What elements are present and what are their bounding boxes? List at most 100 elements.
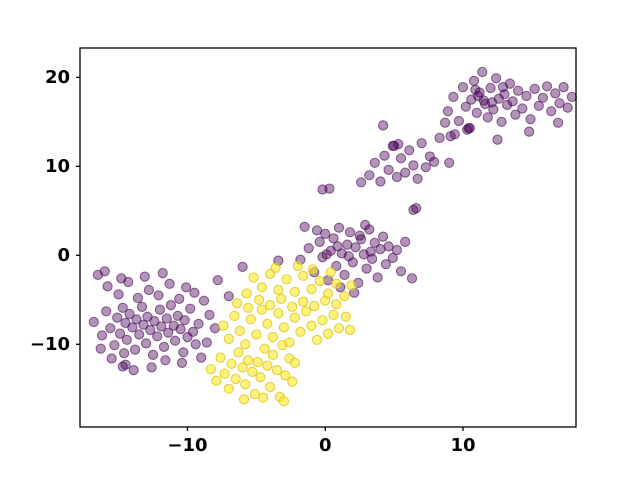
data-point	[233, 347, 244, 358]
data-point	[153, 290, 164, 301]
data-point	[314, 236, 325, 247]
data-point	[558, 82, 569, 93]
data-point	[281, 274, 292, 285]
data-point	[525, 114, 536, 125]
data-point	[324, 183, 335, 194]
data-point	[164, 278, 175, 289]
data-point	[471, 107, 482, 119]
data-point	[204, 309, 215, 320]
data-point	[154, 304, 165, 315]
data-point	[262, 318, 273, 329]
data-point	[273, 308, 284, 319]
data-point	[128, 365, 139, 376]
data-point	[237, 362, 248, 373]
data-point	[273, 284, 284, 296]
data-point	[101, 306, 112, 317]
data-point	[361, 263, 372, 274]
data-point	[478, 95, 489, 106]
plot-border	[79, 47, 577, 428]
data-point	[117, 302, 128, 313]
data-point	[346, 280, 357, 291]
data-point	[262, 360, 273, 371]
data-point	[307, 264, 318, 275]
data-point	[521, 90, 532, 102]
data-point	[139, 271, 150, 282]
data-point	[157, 268, 168, 279]
data-point	[333, 323, 345, 334]
data-point	[95, 343, 106, 354]
data-point	[229, 310, 240, 321]
data-point	[298, 270, 309, 281]
data-point	[109, 340, 120, 351]
data-point	[138, 319, 149, 330]
data-point	[306, 320, 317, 331]
data-point	[267, 332, 278, 343]
data-point	[232, 298, 243, 309]
data-point	[189, 287, 200, 298]
data-point	[309, 300, 320, 312]
data-point	[562, 102, 573, 113]
data-point	[289, 312, 300, 323]
data-point	[243, 355, 254, 366]
data-point	[212, 275, 223, 286]
data-point	[178, 347, 189, 358]
data-point	[546, 106, 557, 117]
data-point	[537, 92, 549, 103]
data-point	[395, 266, 407, 277]
data-point	[378, 120, 389, 131]
data-point	[328, 309, 339, 320]
x-tick-label: −10	[167, 435, 207, 456]
data-point	[322, 288, 334, 299]
data-point	[448, 91, 459, 103]
data-point	[444, 157, 455, 168]
data-point	[378, 231, 389, 242]
data-point	[280, 370, 291, 381]
data-point	[270, 262, 281, 273]
data-point	[553, 117, 564, 128]
data-point	[131, 314, 142, 325]
data-point	[256, 282, 267, 293]
data-point	[149, 316, 160, 327]
data-point	[440, 117, 451, 128]
data-point	[187, 326, 199, 337]
data-point	[215, 352, 226, 363]
data-point	[342, 239, 353, 250]
data-point	[209, 323, 221, 334]
data-point	[372, 272, 383, 283]
data-point	[119, 348, 130, 359]
data-point	[176, 357, 188, 368]
data-point	[383, 241, 394, 252]
data-point	[468, 75, 480, 87]
data-point	[434, 132, 445, 143]
data-point	[243, 302, 254, 313]
data-point	[240, 379, 251, 390]
data-point	[223, 333, 234, 344]
data-point	[391, 171, 402, 183]
data-point	[117, 361, 128, 372]
data-point	[237, 261, 248, 272]
data-point	[497, 82, 509, 93]
data-point	[114, 328, 126, 339]
data-point	[219, 368, 230, 379]
data-point	[278, 396, 289, 407]
data-point	[99, 266, 110, 277]
data-point	[234, 325, 245, 336]
data-point	[303, 243, 314, 254]
data-point	[460, 101, 471, 112]
data-point	[406, 273, 418, 284]
y-tick-label: 10	[45, 156, 70, 177]
data-point	[287, 376, 298, 387]
data-point	[550, 88, 561, 99]
data-point	[491, 73, 502, 84]
data-point	[485, 82, 496, 94]
data-point	[339, 291, 350, 302]
data-point	[383, 164, 394, 175]
data-point	[364, 170, 375, 181]
data-point	[299, 221, 310, 232]
data-point	[292, 260, 303, 272]
data-point	[161, 313, 172, 324]
data-point	[165, 300, 176, 311]
data-point	[321, 249, 332, 260]
data-point	[395, 153, 407, 164]
